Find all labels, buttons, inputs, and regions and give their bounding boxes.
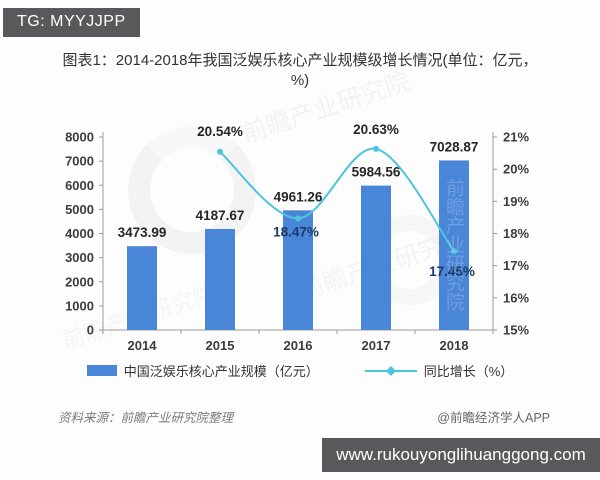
left-axis-tick-label: 5000 — [65, 202, 94, 217]
left-axis-tick-label: 8000 — [65, 130, 94, 145]
line-value-label: 20.54% — [197, 124, 243, 139]
footer-url-bar: www.rukouyonglihuanggong.com — [322, 438, 600, 472]
bar — [361, 185, 391, 330]
data-source-note: 资料来源：前瞻产业研究院整理 — [58, 411, 234, 425]
diamond-marker-icon — [385, 365, 396, 376]
line-value-label: 20.63% — [353, 122, 399, 137]
legend-item-line-series: 同比增长（%） — [364, 361, 514, 380]
bar-value-label: 4961.26 — [274, 189, 323, 204]
bar-value-label: 4187.67 — [196, 208, 245, 223]
right-axis-tick-label: 15% — [503, 323, 529, 338]
left-axis-tick-label: 0 — [87, 323, 94, 338]
right-axis-tick-label: 17% — [503, 258, 529, 273]
x-axis-category-label: 2018 — [440, 338, 469, 353]
legend-label: 同比增长（%） — [423, 364, 514, 379]
credit-note: @前瞻经济学人APP — [437, 411, 550, 425]
x-axis-category-label: 2017 — [362, 338, 391, 353]
right-axis-tick-label: 19% — [503, 194, 529, 209]
bar — [439, 160, 469, 330]
chart-title: 图表1：2014-2018年我国泛娱乐核心产业规模级增长情况(单位：亿元，%) — [62, 52, 538, 89]
bar — [205, 228, 235, 330]
line-value-label: 18.47% — [273, 224, 319, 239]
left-axis-tick-label: 7000 — [65, 154, 94, 169]
bar — [283, 210, 313, 330]
legend-item-bar-series: 中国泛娱乐核心产业规模（亿元） — [86, 361, 319, 380]
left-axis-tick-label: 1000 — [65, 298, 94, 313]
right-axis-tick-label: 16% — [503, 290, 529, 305]
bar — [127, 246, 157, 330]
legend-label: 中国泛娱乐核心产业规模（亿元） — [123, 364, 319, 379]
footer-url: www.rukouyonglihuanggong.com — [336, 445, 586, 464]
line-value-label: 17.45% — [429, 264, 475, 279]
right-axis-tick-label: 18% — [503, 226, 529, 241]
bar-value-label: 3473.99 — [118, 225, 167, 240]
bar-series-swatch — [86, 365, 117, 376]
line-point-marker — [217, 148, 223, 155]
x-axis-category-label: 2016 — [284, 338, 313, 353]
right-axis-tick-label: 21% — [503, 130, 529, 145]
left-axis-tick-label: 6000 — [65, 178, 94, 193]
bar-value-label: 5984.56 — [352, 165, 401, 180]
growth-line — [219, 147, 455, 253]
channel-badge: TG: MYYJJPP — [3, 8, 140, 37]
line-point-marker — [295, 215, 301, 222]
right-axis-tick-label: 20% — [503, 162, 529, 177]
x-axis-category-label: 2014 — [128, 338, 158, 353]
chart-legend: 中国泛娱乐核心产业规模（亿元） 同比增长（%） — [0, 361, 600, 380]
line-point-marker — [373, 145, 379, 152]
left-axis-tick-label: 4000 — [65, 226, 94, 241]
x-axis-category-label: 2015 — [206, 338, 235, 353]
line-point-marker — [451, 248, 457, 255]
line-series-marker — [364, 365, 417, 376]
bar-value-label: 7028.87 — [430, 139, 479, 154]
left-axis-tick-label: 3000 — [65, 250, 94, 265]
left-axis-tick-label: 2000 — [65, 274, 94, 289]
